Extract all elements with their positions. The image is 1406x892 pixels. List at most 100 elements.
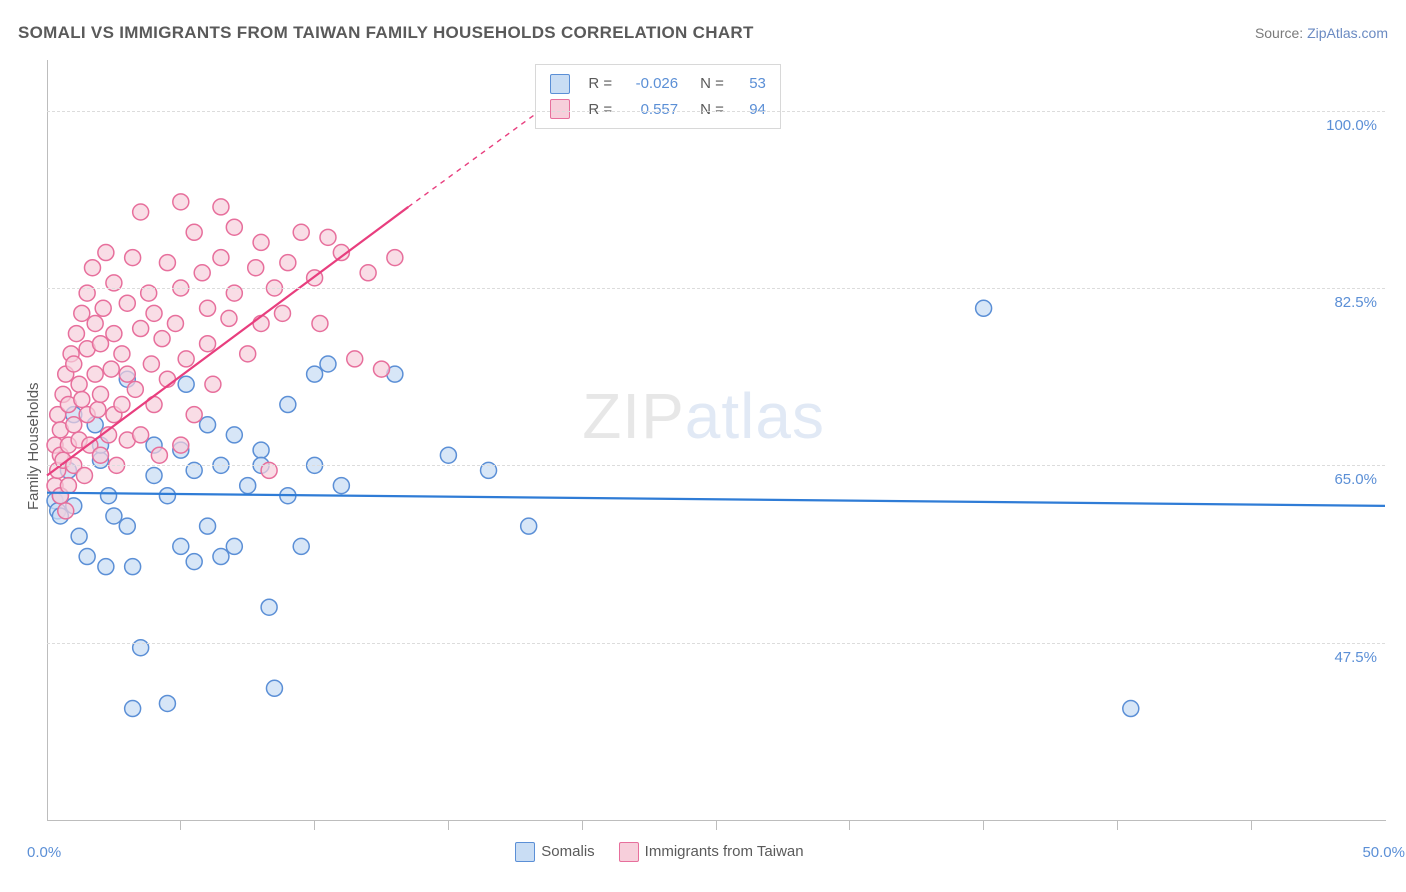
data-point [226, 219, 242, 235]
data-point [226, 427, 242, 443]
data-point [312, 315, 328, 331]
legend-swatch [550, 74, 570, 94]
data-point [178, 351, 194, 367]
data-point [248, 260, 264, 276]
data-point [240, 478, 256, 494]
data-point [95, 300, 111, 316]
data-point [253, 315, 269, 331]
legend-swatch [515, 842, 535, 862]
data-point [103, 361, 119, 377]
data-point [98, 245, 114, 261]
data-point [58, 503, 74, 519]
data-point [114, 397, 130, 413]
data-point [186, 224, 202, 240]
stat-n-value: 94 [736, 97, 766, 123]
x-tick-mark [716, 820, 717, 830]
data-point [119, 295, 135, 311]
data-point [213, 250, 229, 266]
stat-r-label: R = [588, 71, 612, 97]
legend-item: Somalis [515, 842, 594, 862]
data-point [226, 538, 242, 554]
data-point [125, 701, 141, 717]
data-point [71, 528, 87, 544]
data-point [76, 467, 92, 483]
data-point [146, 305, 162, 321]
data-point [976, 300, 992, 316]
data-point [106, 326, 122, 342]
data-point [159, 695, 175, 711]
data-point [133, 321, 149, 337]
y-tick-label: 65.0% [1307, 471, 1377, 488]
data-point [521, 518, 537, 534]
data-point [101, 488, 117, 504]
stat-r-label: R = [588, 97, 612, 123]
data-point [221, 310, 237, 326]
stat-n-value: 53 [736, 71, 766, 97]
stat-row: R =0.557N =94 [550, 97, 766, 123]
data-point [87, 315, 103, 331]
data-point [154, 331, 170, 347]
data-point [307, 366, 323, 382]
data-point [133, 204, 149, 220]
data-point [79, 549, 95, 565]
data-point [84, 260, 100, 276]
stat-r-value: -0.026 [624, 71, 678, 97]
data-point [119, 366, 135, 382]
y-tick-label: 82.5% [1307, 294, 1377, 311]
data-point [173, 538, 189, 554]
data-point [74, 391, 90, 407]
data-point [87, 366, 103, 382]
data-point [173, 437, 189, 453]
data-point [387, 250, 403, 266]
data-point [360, 265, 376, 281]
data-point [200, 300, 216, 316]
y-tick-label: 47.5% [1307, 649, 1377, 666]
data-point [93, 386, 109, 402]
stat-r-value: 0.557 [624, 97, 678, 123]
legend-swatch [619, 842, 639, 862]
data-point [274, 305, 290, 321]
data-point [66, 417, 82, 433]
data-point [280, 255, 296, 271]
data-point [159, 255, 175, 271]
data-point [253, 442, 269, 458]
x-tick-mark [983, 820, 984, 830]
data-point [119, 518, 135, 534]
data-point [213, 199, 229, 215]
data-point [159, 488, 175, 504]
data-point [253, 234, 269, 250]
data-point [347, 351, 363, 367]
x-tick-mark [1251, 820, 1252, 830]
data-point [146, 467, 162, 483]
legend-label: Immigrants from Taiwan [645, 843, 804, 860]
grid-line [47, 643, 1385, 644]
legend-label: Somalis [541, 843, 594, 860]
x-tick-mark [448, 820, 449, 830]
data-point [200, 518, 216, 534]
x-tick-mark [180, 820, 181, 830]
x-tick-mark [849, 820, 850, 830]
x-tick-label-start: 0.0% [27, 844, 107, 861]
data-point [374, 361, 390, 377]
data-point [213, 549, 229, 565]
data-point [93, 336, 109, 352]
y-tick-label: 100.0% [1307, 117, 1377, 134]
data-point [114, 346, 130, 362]
x-tick-label-end: 50.0% [1325, 844, 1405, 861]
x-tick-mark [1117, 820, 1118, 830]
data-point [1123, 701, 1139, 717]
data-point [133, 427, 149, 443]
correlation-stat-box: R =-0.026N =53R =0.557N =94 [535, 64, 781, 129]
trend-line [47, 493, 1385, 506]
data-point [68, 326, 84, 342]
data-point [186, 554, 202, 570]
data-point [125, 559, 141, 575]
data-point [186, 407, 202, 423]
grid-line [47, 465, 1385, 466]
data-point [66, 356, 82, 372]
stat-row: R =-0.026N =53 [550, 71, 766, 97]
data-point [98, 559, 114, 575]
data-point [106, 508, 122, 524]
data-point [293, 224, 309, 240]
data-point [127, 381, 143, 397]
